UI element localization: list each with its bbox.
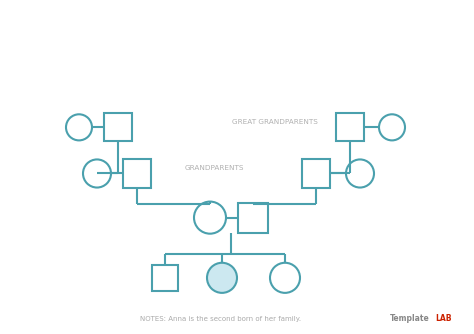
Circle shape	[194, 202, 226, 234]
Text: LAB: LAB	[435, 314, 452, 323]
Bar	[123, 159, 151, 187]
Text: 3 GENERATION GENOGRAM TEMPLATE: 3 GENERATION GENOGRAM TEMPLATE	[80, 20, 394, 35]
Bar	[152, 265, 178, 291]
Bar	[302, 159, 330, 187]
Circle shape	[207, 263, 237, 293]
Bar	[336, 113, 364, 141]
Bar	[238, 203, 268, 233]
Circle shape	[83, 159, 111, 187]
Circle shape	[270, 263, 300, 293]
Circle shape	[66, 114, 92, 140]
Circle shape	[379, 114, 405, 140]
Bar	[104, 113, 132, 141]
Text: NOTES: Anna is the second born of her family.: NOTES: Anna is the second born of her fa…	[140, 316, 301, 322]
Circle shape	[346, 159, 374, 187]
Text: GRANDPARENTS: GRANDPARENTS	[185, 165, 245, 171]
Text: Template: Template	[390, 314, 430, 323]
Text: GREAT GRANDPARENTS: GREAT GRANDPARENTS	[232, 119, 318, 125]
